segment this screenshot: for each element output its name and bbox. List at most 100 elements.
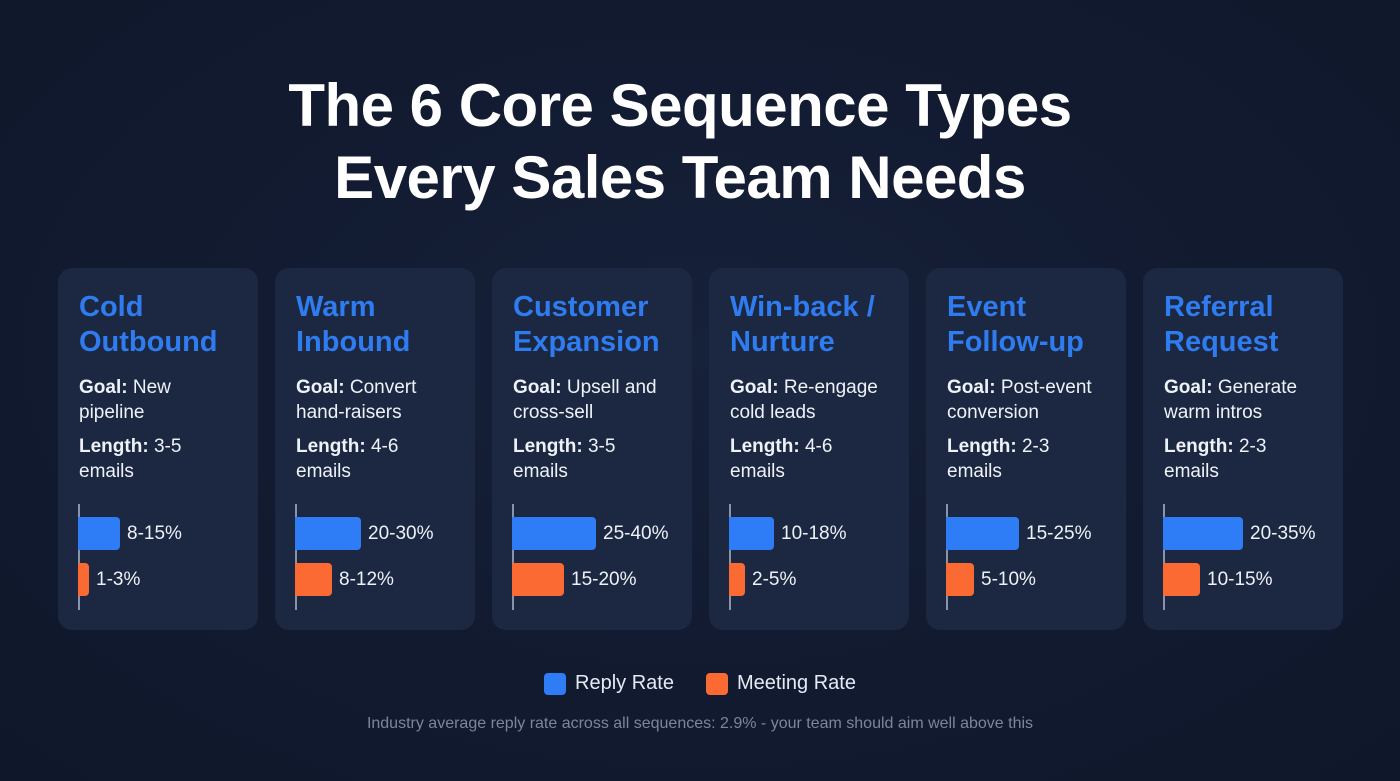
goal-label: Goal: xyxy=(947,377,996,398)
goal-label: Goal: xyxy=(296,377,345,398)
chart-axis xyxy=(295,504,297,610)
reply-rate-bar xyxy=(946,517,1019,550)
reply-rate-value: 20-35% xyxy=(1250,522,1316,544)
card-customer-expansion: Customer Expansion Goal: Upsell and cros… xyxy=(492,268,692,630)
bar-chart: 25-40% 15-20% xyxy=(512,504,682,610)
meeting-rate-value: 8-12% xyxy=(339,568,394,590)
length-value: 4-6 emails xyxy=(730,436,833,482)
reply-rate-row: 25-40% xyxy=(512,517,669,550)
legend-label: Reply Rate xyxy=(575,672,674,694)
reply-rate-value: 8-15% xyxy=(127,522,182,544)
length-label: Length: xyxy=(513,436,583,457)
chart-axis xyxy=(946,504,948,610)
meeting-rate-value: 15-20% xyxy=(571,568,637,590)
reply-rate-bar xyxy=(512,517,596,550)
bar-chart: 20-35% 10-15% xyxy=(1163,504,1333,610)
goal-text: Goal: Convert hand-raisers xyxy=(296,375,455,425)
legend-item-meeting-rate: Meeting Rate xyxy=(705,672,856,695)
page-title: The 6 Core Sequence Types Every Sales Te… xyxy=(0,70,1360,214)
goal-label: Goal: xyxy=(1164,377,1213,398)
card-title-line-1: Event xyxy=(947,291,1026,323)
meeting-rate-swatch-icon xyxy=(705,672,728,695)
card-title: Warm Inbound xyxy=(296,290,455,362)
card-title-line-2: Expansion xyxy=(513,326,660,358)
goal-text: Goal: Re-engage cold leads xyxy=(730,375,889,425)
card-title-line-2: Outbound xyxy=(79,326,218,358)
card-title: Cold Outbound xyxy=(79,290,238,362)
length-text: Length: 3-5 emails xyxy=(79,434,238,484)
reply-rate-bar xyxy=(295,517,361,550)
card-title: Referral Request xyxy=(1164,290,1323,362)
bar-chart: 20-30% 8-12% xyxy=(295,504,465,610)
card-title-line-1: Cold xyxy=(79,291,144,323)
goal-value: Convert hand-raisers xyxy=(296,377,417,423)
goal-text: Goal: Generate warm intros xyxy=(1164,375,1323,425)
chart-axis xyxy=(1163,504,1165,610)
goal-value: Generate warm intros xyxy=(1164,377,1298,423)
length-label: Length: xyxy=(79,436,149,457)
meeting-rate-bar xyxy=(729,563,745,596)
meeting-rate-row: 2-5% xyxy=(729,563,796,596)
card-title-line-2: Request xyxy=(1164,326,1279,358)
reply-rate-row: 20-30% xyxy=(295,517,434,550)
card-title-line-1: Referral xyxy=(1164,291,1274,323)
card-referral-request: Referral Request Goal: Generate warm int… xyxy=(1143,268,1343,630)
goal-value: Upsell and cross-sell xyxy=(513,377,657,423)
card-event-follow-up: Event Follow-up Goal: Post-event convers… xyxy=(926,268,1126,630)
reply-rate-bar xyxy=(78,517,120,550)
bar-chart: 10-18% 2-5% xyxy=(729,504,899,610)
meeting-rate-bar xyxy=(78,563,89,596)
meeting-rate-bar xyxy=(1163,563,1200,596)
length-text: Length: 2-3 emails xyxy=(1164,434,1323,484)
title-line-2: Every Sales Team Needs xyxy=(334,144,1026,211)
meeting-rate-bar xyxy=(512,563,564,596)
length-value: 3-5 emails xyxy=(513,436,616,482)
goal-text: Goal: New pipeline xyxy=(79,375,238,425)
title-line-1: The 6 Core Sequence Types xyxy=(288,72,1072,139)
meeting-rate-bar xyxy=(295,563,332,596)
reply-rate-value: 20-30% xyxy=(368,522,434,544)
length-text: Length: 4-6 emails xyxy=(730,434,889,484)
card-cold-outbound: Cold Outbound Goal: New pipeline Length:… xyxy=(58,268,258,630)
meeting-rate-value: 1-3% xyxy=(96,568,141,590)
reply-rate-value: 25-40% xyxy=(603,522,669,544)
meeting-rate-row: 15-20% xyxy=(512,563,637,596)
card-title-line-1: Customer xyxy=(513,291,649,323)
meeting-rate-row: 8-12% xyxy=(295,563,394,596)
reply-rate-bar xyxy=(1163,517,1243,550)
reply-rate-value: 15-25% xyxy=(1026,522,1092,544)
reply-rate-bar xyxy=(729,517,774,550)
meeting-rate-row: 10-15% xyxy=(1163,563,1273,596)
length-label: Length: xyxy=(1164,436,1234,457)
card-title-line-1: Win-back / xyxy=(730,291,875,323)
goal-value: Post-event conversion xyxy=(947,377,1092,423)
reply-rate-value: 10-18% xyxy=(781,522,847,544)
sequence-cards: Cold Outbound Goal: New pipeline Length:… xyxy=(58,268,1343,630)
meeting-rate-bar xyxy=(946,563,974,596)
meeting-rate-value: 2-5% xyxy=(752,568,797,590)
length-text: Length: 4-6 emails xyxy=(296,434,455,484)
meeting-rate-row: 1-3% xyxy=(78,563,140,596)
reply-rate-row: 8-15% xyxy=(78,517,182,550)
meeting-rate-value: 10-15% xyxy=(1207,568,1273,590)
goal-label: Goal: xyxy=(730,377,779,398)
goal-value: New pipeline xyxy=(79,377,171,423)
length-value: 2-3 emails xyxy=(1164,436,1267,482)
reply-rate-row: 15-25% xyxy=(946,517,1092,550)
meeting-rate-value: 5-10% xyxy=(981,568,1036,590)
bar-chart: 15-25% 5-10% xyxy=(946,504,1116,610)
card-title-line-2: Nurture xyxy=(730,326,835,358)
card-title: Event Follow-up xyxy=(947,290,1106,362)
length-text: Length: 2-3 emails xyxy=(947,434,1106,484)
goal-text: Goal: Upsell and cross-sell xyxy=(513,375,672,425)
length-value: 4-6 emails xyxy=(296,436,399,482)
card-win-back-nurture: Win-back / Nurture Goal: Re-engage cold … xyxy=(709,268,909,630)
goal-value: Re-engage cold leads xyxy=(730,377,878,423)
card-title: Win-back / Nurture xyxy=(730,290,889,362)
legend-label: Meeting Rate xyxy=(736,672,856,694)
card-title: Customer Expansion xyxy=(513,290,672,362)
goal-label: Goal: xyxy=(79,377,128,398)
length-label: Length: xyxy=(730,436,800,457)
chart-axis xyxy=(512,504,514,610)
card-warm-inbound: Warm Inbound Goal: Convert hand-raisers … xyxy=(275,268,475,630)
